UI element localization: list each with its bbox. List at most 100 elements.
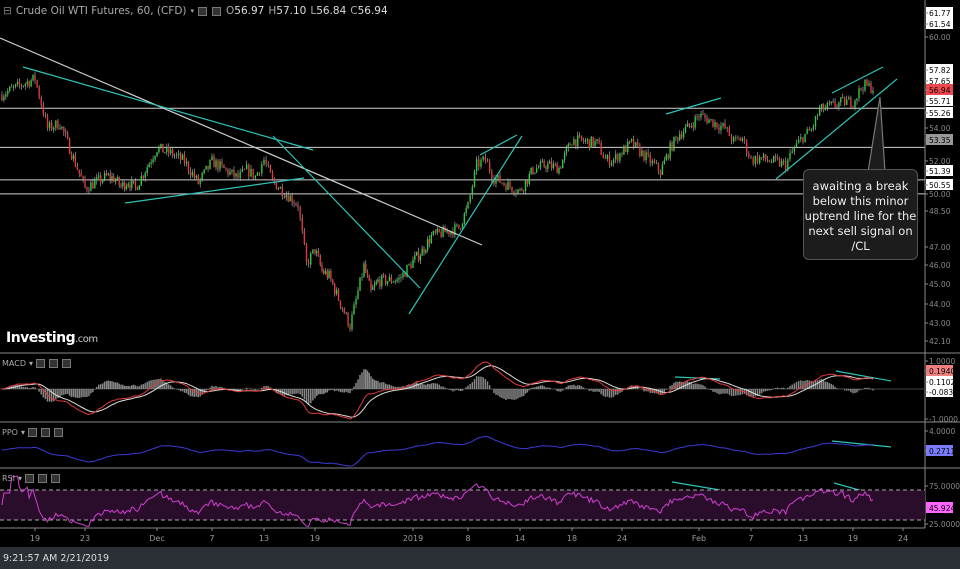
candle — [361, 276, 363, 278]
candle — [706, 117, 708, 124]
candle — [321, 264, 323, 271]
price-tick-label: 46.00 — [929, 261, 951, 270]
candle — [519, 189, 521, 190]
candle — [484, 156, 487, 161]
candle — [207, 165, 209, 169]
candle — [639, 145, 641, 156]
trendline[interactable] — [272, 135, 421, 289]
candle — [365, 263, 367, 273]
settings-icon[interactable] — [38, 474, 48, 483]
candle — [826, 102, 829, 108]
candle — [528, 173, 530, 184]
close-icon[interactable] — [51, 474, 61, 483]
candle — [604, 158, 607, 160]
candle — [491, 171, 493, 179]
rsi-divergence-line[interactable] — [671, 481, 721, 491]
date-tick-label: 13 — [798, 534, 808, 543]
candle — [129, 184, 131, 189]
candle — [830, 101, 832, 104]
candle — [30, 80, 32, 87]
macd-value-label-box — [926, 365, 953, 376]
trendline[interactable] — [22, 66, 314, 151]
candle — [459, 228, 462, 230]
candle — [398, 277, 400, 280]
trendline[interactable] — [831, 66, 884, 94]
candle — [370, 280, 372, 290]
candle — [708, 119, 710, 124]
rsi-line — [1, 475, 874, 527]
candle — [335, 289, 338, 295]
date-tick-label: 19 — [848, 534, 858, 543]
candle — [307, 261, 310, 265]
hide-icon[interactable] — [25, 474, 35, 483]
candle — [816, 115, 819, 117]
candle — [768, 160, 771, 163]
trendline[interactable] — [775, 78, 898, 180]
candle — [44, 114, 47, 116]
candle — [804, 133, 806, 143]
candle — [571, 144, 573, 146]
macd-line — [1, 361, 874, 420]
hide-icon[interactable] — [27, 428, 37, 437]
candle — [862, 89, 864, 91]
histogram-value-label: -0.0838 — [929, 388, 958, 397]
candle — [132, 179, 135, 182]
candle — [136, 186, 139, 190]
collapse-icon[interactable]: ⊟ — [3, 5, 12, 17]
candle — [417, 251, 420, 261]
candle — [541, 161, 543, 163]
candle — [281, 186, 284, 197]
rsi-tick-label: 75.0000 — [929, 482, 960, 491]
candle — [366, 272, 369, 276]
candle — [22, 85, 25, 87]
price-tick-label-box — [926, 107, 953, 118]
candle — [330, 270, 332, 280]
macd-divergence-line[interactable] — [835, 370, 892, 382]
candle — [221, 161, 223, 165]
candle — [373, 284, 376, 288]
annotation-callout[interactable]: awaiting a break below this minor uptren… — [803, 169, 918, 260]
price-tick-label: 43.00 — [929, 319, 951, 328]
candle — [287, 195, 289, 202]
candle — [36, 80, 38, 87]
candle — [774, 156, 777, 158]
trendline[interactable] — [665, 97, 722, 115]
settings-icon[interactable] — [212, 6, 222, 16]
candle — [655, 162, 658, 164]
candle — [702, 113, 704, 115]
candle — [596, 139, 598, 141]
candle — [810, 129, 813, 131]
trendline[interactable] — [479, 134, 518, 156]
settings-icon[interactable] — [49, 359, 58, 368]
candle — [312, 249, 314, 254]
candle — [384, 275, 387, 284]
candle — [332, 279, 334, 285]
candle — [737, 137, 739, 139]
trendlines — [0, 37, 898, 498]
close-icon[interactable] — [62, 359, 71, 368]
trendline[interactable] — [408, 135, 523, 315]
hide-icon[interactable] — [36, 359, 45, 368]
candle — [758, 157, 761, 163]
candle — [72, 155, 75, 159]
candle — [14, 84, 17, 87]
candle — [205, 165, 207, 170]
candle — [96, 177, 98, 181]
long-downtrend-line[interactable] — [0, 37, 483, 246]
candle — [219, 161, 221, 170]
close-icon[interactable] — [53, 428, 63, 437]
trendline[interactable] — [124, 177, 305, 204]
candle — [669, 142, 671, 159]
candle — [305, 244, 308, 262]
candle — [573, 139, 575, 145]
candle — [419, 255, 422, 261]
hide-icon[interactable] — [198, 6, 208, 16]
candle — [643, 150, 645, 161]
ppo-divergence-line[interactable] — [831, 440, 892, 448]
candle — [347, 312, 349, 326]
chevron-down-icon[interactable]: ▾ — [190, 7, 195, 15]
candle — [92, 182, 94, 189]
settings-icon[interactable] — [40, 428, 50, 437]
symbol-title[interactable]: Crude Oil WTI Futures, 60, (CFD) — [15, 5, 187, 17]
